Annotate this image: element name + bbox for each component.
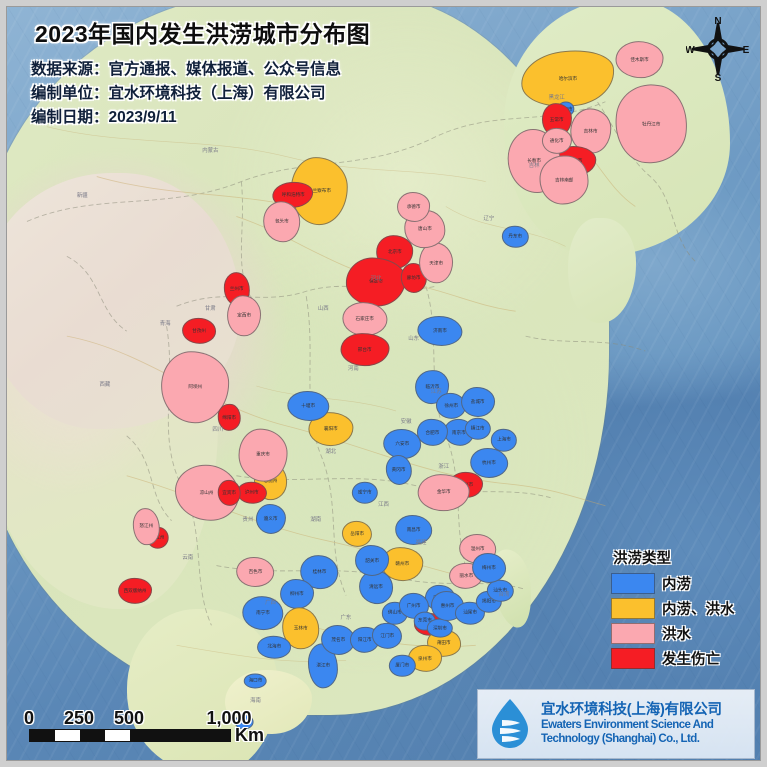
legend-item-label: 内涝、洪水 [662, 602, 735, 618]
landmass-korea [567, 217, 636, 324]
province-label: 台湾 [498, 592, 510, 599]
flood-city-region[interactable]: 邢台市 [340, 332, 390, 367]
legend-rows: 内涝内涝、洪水洪水发生伤亡 [611, 573, 759, 669]
title-block: 2023年国内发生洪涝城市分布图 数据来源：官方通报、媒体报道、公众号信息 编制… [31, 21, 391, 130]
legend-swatch [611, 598, 655, 619]
south-label: S [715, 73, 722, 83]
data-source-line: 数据来源：官方通报、媒体报道、公众号信息 [31, 60, 342, 78]
page-title: 2023年国内发生洪涝城市分布图 [35, 21, 371, 47]
scale-tick-label: 0 [23, 708, 35, 728]
province-label: 福建 [415, 539, 427, 546]
legend-item[interactable]: 内涝、洪水 [611, 598, 759, 619]
province-label: 云南 [182, 554, 194, 561]
watermark-company-en-line1: Ewaters Environment Science And [541, 718, 714, 731]
province-label: 内蒙古 [202, 148, 219, 155]
legend-item-label: 内涝 [662, 577, 691, 593]
legend-item[interactable]: 发生伤亡 [611, 648, 759, 669]
province-label: 贵州 [242, 517, 254, 524]
flood-city-region[interactable]: 佳木斯市 [615, 40, 664, 79]
watermark-company-en-line2: Technology (Shanghai) Co., Ltd. [541, 732, 700, 745]
flood-city-region[interactable]: 杭州市 [470, 447, 508, 478]
flood-city-region[interactable]: 柳州市 [279, 579, 314, 610]
province-label: 山东 [408, 336, 420, 343]
province-label: 河南 [347, 366, 359, 373]
legend-item-label: 洪水 [662, 627, 691, 643]
province-label: 安徽 [400, 419, 412, 426]
legend-item[interactable]: 洪水 [611, 623, 759, 644]
flood-city-layer: 哈尔滨市牡丹江市佳木斯市尚志市五常市吉林市舒兰市长春市吉林南部通化市乌兰察布市呼… [7, 7, 760, 760]
legend: 洪涝类型 内涝内涝、洪水洪水发生伤亡 [611, 547, 759, 673]
flood-city-region[interactable]: 镇江市 [464, 417, 491, 440]
scale-tick-label: 1,000 [206, 708, 252, 728]
legend-item-label: 发生伤亡 [662, 652, 720, 668]
watermark-company-cn: 宜水环境科技(上海)有限公司 [541, 701, 722, 718]
company-watermark: 宜水环境科技(上海)有限公司 Ewaters Environment Scien… [477, 689, 755, 759]
province-label: 黑龙江 [548, 95, 565, 102]
flood-city-region[interactable]: 吉林市 [569, 108, 612, 154]
scale-bar-graphic [29, 729, 231, 742]
province-label: 甘肃 [204, 306, 216, 313]
flood-city-region[interactable]: 南昌市 [394, 515, 433, 546]
province-label: 海南 [250, 697, 261, 704]
watermark-text: 宜水环境科技(上海)有限公司 Ewaters Environment Scien… [541, 702, 722, 746]
legend-swatch [611, 648, 655, 669]
scale-tick-labels: 0 250 500 1,000 [24, 707, 252, 729]
province-label: 江西 [378, 501, 389, 508]
scale-unit-label: Km [235, 725, 265, 745]
province-label: 新疆 [76, 193, 88, 200]
organization-line: 编制单位：宜水环境科技（上海）有限公司 [31, 84, 326, 102]
province-label: 青海 [159, 321, 171, 328]
province-label: 广西 [265, 599, 276, 606]
province-label: 湖南 [310, 517, 322, 524]
province-label: 西藏 [99, 381, 111, 388]
ewaters-logo-icon [484, 696, 536, 752]
west-label: W [686, 45, 695, 56]
province-label: 山西 [317, 306, 329, 313]
scale-bar: 0 250 500 1,000 Km [24, 707, 264, 745]
legend-item[interactable]: 内涝 [611, 573, 759, 594]
flood-city-region[interactable]: 金华市 [417, 473, 471, 512]
north-label: N [714, 16, 721, 27]
flood-city-region[interactable]: 甘孜州 [182, 317, 216, 344]
legend-swatch [611, 623, 655, 644]
scale-tick-label: 250 [63, 708, 95, 728]
flood-city-region[interactable]: 百色市 [236, 556, 275, 587]
map-canvas[interactable]: 哈尔滨市牡丹江市佳木斯市尚志市五常市吉林市舒兰市长春市吉林南部通化市乌兰察布市呼… [6, 6, 761, 761]
flood-city-region[interactable]: 十堰市 [287, 391, 329, 422]
scale-tick-label: 500 [113, 708, 145, 728]
province-label: 四川 [212, 426, 224, 433]
flood-city-region[interactable]: 岳阳市 [342, 520, 373, 548]
province-label: 河北 [370, 276, 382, 283]
legend-title: 洪涝类型 [613, 551, 671, 567]
province-label: 吉林 [528, 163, 540, 170]
province-label: 辽宁 [483, 215, 495, 222]
legend-swatch [611, 573, 655, 594]
east-label: E [743, 45, 750, 56]
province-label: 湖北 [325, 449, 337, 456]
province-label: 江苏 [430, 389, 442, 396]
flood-city-region[interactable]: 南宁市 [242, 596, 284, 631]
north-arrow: N S E W [686, 15, 750, 83]
province-label: 浙江 [438, 464, 450, 471]
province-label: 广东 [340, 614, 352, 621]
compiled-date-line: 编制日期：2023/9/11 [31, 108, 177, 126]
